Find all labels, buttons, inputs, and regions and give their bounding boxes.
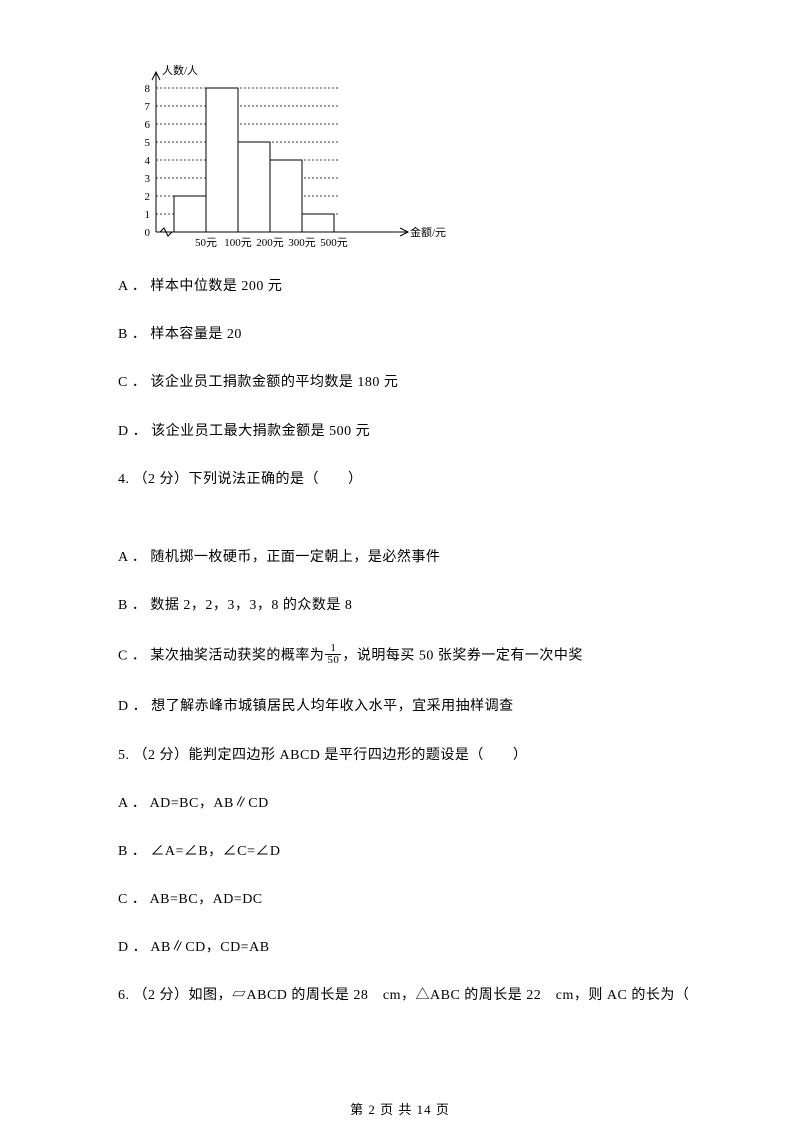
svg-text:500元: 500元 bbox=[320, 237, 348, 249]
q5-option-a: A ． AD=BC，AB∥CD bbox=[118, 795, 698, 813]
fraction-icon: 150 bbox=[325, 643, 341, 666]
q5-option-c: C ． AB=BC，AD=DC bbox=[118, 891, 698, 909]
chart-svg: 人数/人金额/元 0 1 2 3 4 5 6 7 8 50元 100元 200元 300元 500元 bbox=[118, 60, 458, 260]
svg-text:0: 0 bbox=[145, 227, 151, 239]
svg-text:100元: 100元 bbox=[224, 237, 252, 249]
page-footer: 第 2 页 共 14 页 bbox=[0, 1099, 800, 1118]
svg-text:50元: 50元 bbox=[195, 237, 217, 249]
q3-option-b: B ． 样本容量是 20 bbox=[118, 326, 698, 344]
svg-text:4: 4 bbox=[145, 155, 151, 167]
q4-c-pre: C ． 某次抽奖活动获奖的概率为 bbox=[118, 649, 324, 664]
q4-option-a: A ． 随机掷一枚硬币，正面一定朝上，是必然事件 bbox=[118, 549, 698, 567]
svg-text:1: 1 bbox=[145, 209, 151, 221]
svg-text:3: 3 bbox=[145, 173, 151, 185]
svg-text:金额/元: 金额/元 bbox=[410, 225, 446, 239]
q4-option-d: D ． 想了解赤峰市城镇居民人均年收入水平，宜采用抽样调查 bbox=[118, 698, 698, 716]
svg-text:7: 7 bbox=[145, 101, 151, 113]
q5-stem: 5. （2 分）能判定四边形 ABCD 是平行四边形的题设是（ ） bbox=[118, 747, 698, 765]
q3-option-a: A ． 样本中位数是 200 元 bbox=[118, 278, 698, 296]
svg-text:300元: 300元 bbox=[288, 237, 316, 249]
svg-text:200元: 200元 bbox=[256, 237, 284, 249]
svg-text:2: 2 bbox=[145, 191, 151, 203]
q5-option-d: D ． AB∥CD，CD=AB bbox=[118, 939, 698, 957]
q4-option-b: B ． 数据 2，2，3，3，8 的众数是 8 bbox=[118, 597, 698, 615]
q4-c-post: ，说明每买 50 张奖券一定有一次中奖 bbox=[342, 649, 583, 664]
q3-option-c: C ． 该企业员工捐款金额的平均数是 180 元 bbox=[118, 374, 698, 392]
fraction-den: 50 bbox=[325, 655, 341, 666]
q6-stem: 6. （2 分）如图，▱ABCD 的周长是 28 cm，△ABC 的周长是 22… bbox=[118, 987, 698, 1005]
histogram-chart: 人数/人金额/元 0 1 2 3 4 5 6 7 8 50元 100元 200元 300元 500元 bbox=[118, 60, 458, 260]
q4-option-c: C ． 某次抽奖活动获奖的概率为150，说明每买 50 张奖券一定有一次中奖 bbox=[118, 645, 698, 668]
q5-option-b: B ． ∠A=∠B，∠C=∠D bbox=[118, 843, 698, 861]
svg-text:6: 6 bbox=[145, 119, 151, 131]
svg-text:人数/人: 人数/人 bbox=[162, 64, 198, 77]
svg-text:5: 5 bbox=[145, 137, 151, 149]
q4-stem: 4. （2 分）下列说法正确的是（ ） bbox=[118, 471, 698, 489]
q3-option-d: D ． 该企业员工最大捐款金额是 500 元 bbox=[118, 423, 698, 441]
svg-text:8: 8 bbox=[145, 83, 151, 95]
